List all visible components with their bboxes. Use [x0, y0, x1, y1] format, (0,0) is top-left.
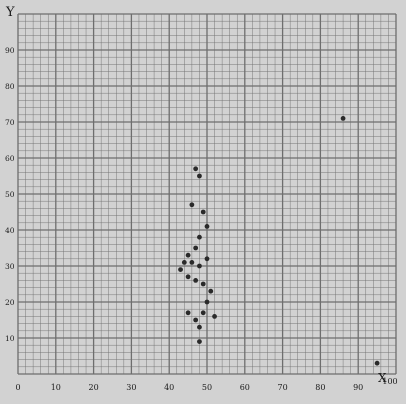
y-axis-label: Y: [5, 5, 15, 20]
scatter-point: [208, 288, 214, 294]
y-tick-label: 20: [5, 298, 15, 307]
scatter-point: [181, 260, 187, 265]
scatter-point: [185, 252, 191, 258]
scatter-point: [193, 278, 199, 283]
y-tick-label: 60: [5, 154, 15, 163]
graph-paper-grid: [17, 13, 397, 375]
scatter-point: [197, 339, 202, 344]
x-tick-label: 100: [382, 377, 397, 386]
y-tick-label: 10: [5, 334, 15, 343]
y-tick-label: 90: [5, 46, 15, 55]
scatter-point: [185, 310, 191, 316]
y-tick-label: 30: [5, 262, 15, 271]
scatter-point: [185, 274, 191, 280]
scatter-point: [193, 245, 199, 251]
x-tick-label: 0: [15, 383, 20, 392]
scatter-point: [200, 209, 206, 215]
scatter-point: [189, 202, 195, 208]
y-tick-label: 80: [5, 82, 15, 91]
scatter-point: [193, 166, 199, 172]
x-axis-label: X: [378, 371, 387, 385]
scatter-point: [340, 116, 346, 121]
scatter-point: [197, 234, 202, 240]
x-tick-label: 60: [240, 383, 250, 392]
x-tick-label: 80: [315, 383, 325, 392]
scatter-point: [374, 360, 380, 366]
scatter-point: [212, 314, 217, 319]
scatter-point: [200, 281, 206, 287]
x-tick-label: 20: [89, 383, 99, 392]
x-tick-label: 40: [164, 383, 174, 392]
data-points: [178, 116, 380, 366]
scatter-point: [178, 267, 183, 272]
scatter-point: [197, 324, 202, 330]
scatter-point: [197, 263, 202, 269]
x-tick-label: 90: [353, 383, 363, 392]
scatter-point: [193, 317, 199, 323]
x-tick-label: 10: [51, 383, 61, 392]
y-tick-label: 70: [5, 118, 15, 127]
x-tick-label: 70: [278, 383, 288, 392]
scatter-point: [189, 260, 195, 265]
scatter-point: [204, 224, 210, 229]
x-tick-label: 50: [202, 383, 212, 392]
scatter-point: [204, 299, 210, 305]
scatter-point: [197, 173, 202, 179]
scatter-point: [204, 256, 210, 262]
y-tick-label: 50: [5, 190, 15, 199]
scatter-point: [200, 310, 206, 316]
x-tick-label: 30: [126, 383, 136, 392]
y-tick-label: 40: [5, 226, 15, 235]
tick-labels: 0 10 20 30 40 50 60 70 80 90 100 10 20 30 40 50 60 70 80 90: [5, 46, 398, 392]
